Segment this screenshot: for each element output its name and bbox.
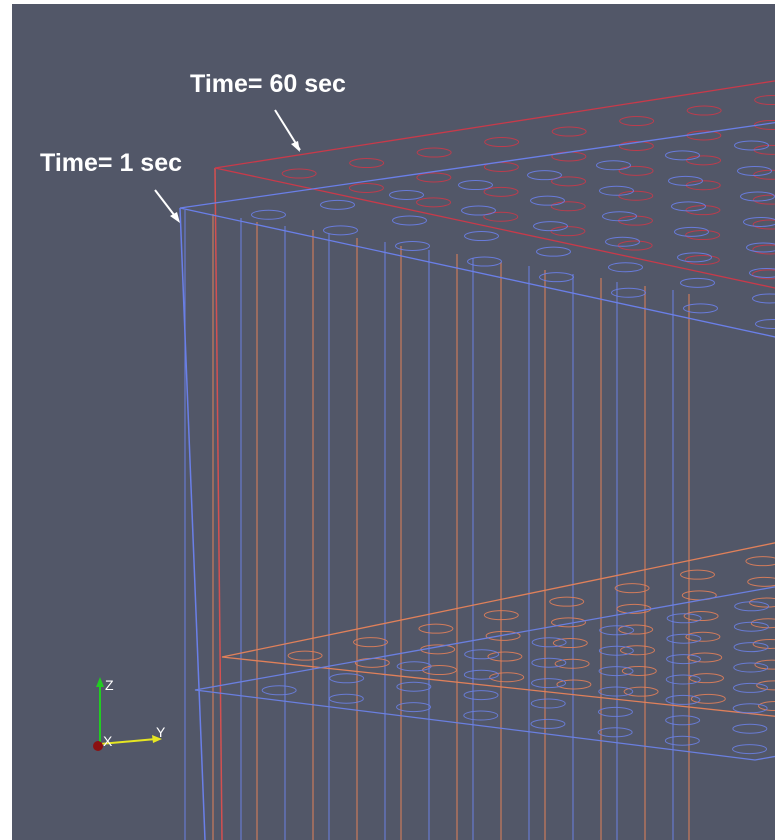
viewport: Time= 60 sec Time= 1 sec Z X Y	[0, 0, 775, 840]
annotation: Time= 60 sec	[190, 70, 346, 98]
axis-label: Y	[156, 724, 166, 740]
page: Time= 60 sec Time= 1 sec Z X Y (() => { …	[0, 0, 775, 840]
axis-label: X	[103, 733, 113, 749]
axis-label: Z	[105, 677, 114, 693]
x-axis-dot	[93, 741, 103, 751]
annotation: Time= 1 sec	[40, 149, 182, 177]
